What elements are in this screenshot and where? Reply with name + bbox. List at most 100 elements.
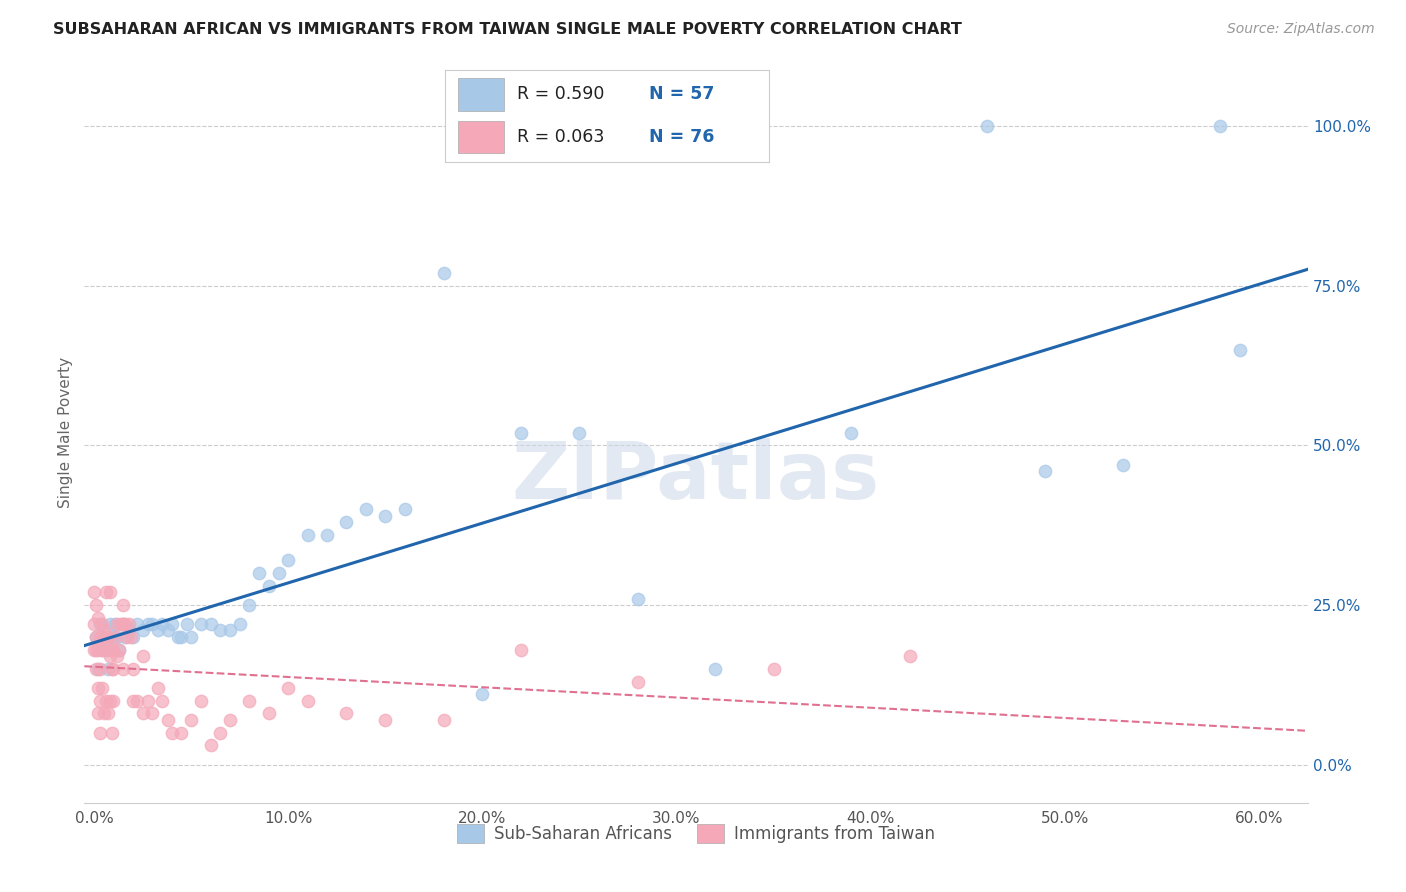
Point	[247, 566, 270, 580]
Point	[112, 617, 135, 632]
Point	[257, 706, 280, 721]
Point	[103, 642, 125, 657]
Point	[374, 713, 396, 727]
Point	[105, 630, 128, 644]
Text: Source: ZipAtlas.com: Source: ZipAtlas.com	[1227, 22, 1375, 37]
Point	[354, 502, 377, 516]
Point	[89, 662, 111, 676]
Text: SUBSAHARAN AFRICAN VS IMMIGRANTS FROM TAIWAN SINGLE MALE POVERTY CORRELATION CHA: SUBSAHARAN AFRICAN VS IMMIGRANTS FROM TA…	[53, 22, 962, 37]
Point	[83, 617, 105, 632]
Point	[97, 630, 120, 644]
Point	[277, 553, 299, 567]
Point	[510, 642, 533, 657]
Point	[89, 617, 111, 632]
Point	[87, 706, 110, 721]
Point	[160, 617, 183, 632]
Point	[297, 694, 319, 708]
Point	[122, 630, 145, 644]
Point	[150, 694, 173, 708]
Point	[146, 624, 169, 638]
Point	[976, 120, 998, 134]
Point	[138, 694, 160, 708]
Point	[627, 591, 650, 606]
Point	[138, 617, 160, 632]
Point	[103, 694, 125, 708]
Point	[141, 617, 163, 632]
Point	[166, 630, 188, 644]
Point	[87, 610, 110, 624]
Point	[267, 566, 290, 580]
Point	[131, 624, 153, 638]
Point	[87, 642, 110, 657]
Point	[93, 630, 115, 644]
Point	[156, 624, 179, 638]
Point	[114, 617, 136, 632]
Point	[98, 617, 121, 632]
Point	[108, 642, 131, 657]
Point	[118, 617, 141, 632]
Point	[100, 725, 122, 739]
Point	[209, 624, 232, 638]
Point	[219, 624, 242, 638]
Point	[105, 617, 128, 632]
Point	[90, 617, 112, 632]
Point	[1209, 120, 1232, 134]
Point	[200, 739, 222, 753]
Point	[83, 642, 105, 657]
Point	[94, 585, 117, 599]
Point	[170, 630, 193, 644]
Point	[84, 598, 107, 612]
Y-axis label: Single Male Poverty: Single Male Poverty	[58, 357, 73, 508]
Point	[94, 630, 117, 644]
Point	[105, 648, 128, 663]
Point	[104, 630, 127, 644]
Point	[394, 502, 416, 516]
Point	[257, 579, 280, 593]
Point	[156, 713, 179, 727]
Point	[180, 713, 202, 727]
Point	[228, 617, 250, 632]
Point	[94, 694, 117, 708]
Point	[122, 694, 145, 708]
Point	[93, 706, 115, 721]
Point	[110, 617, 132, 632]
Point	[115, 630, 138, 644]
Point	[432, 266, 454, 280]
Legend: Sub-Saharan Africans, Immigrants from Taiwan: Sub-Saharan Africans, Immigrants from Ta…	[451, 817, 941, 850]
Point	[87, 681, 110, 695]
Point	[150, 617, 173, 632]
Point	[103, 630, 125, 644]
Point	[103, 662, 125, 676]
Point	[374, 508, 396, 523]
Point	[839, 425, 862, 440]
Point	[131, 706, 153, 721]
Point	[160, 725, 183, 739]
Point	[89, 725, 111, 739]
Point	[84, 630, 107, 644]
Point	[704, 662, 727, 676]
Point	[112, 598, 135, 612]
Point	[112, 662, 135, 676]
Point	[1229, 343, 1251, 357]
Point	[84, 642, 107, 657]
Point	[90, 681, 112, 695]
Point	[90, 642, 112, 657]
Point	[176, 617, 198, 632]
Point	[219, 713, 242, 727]
Point	[141, 706, 163, 721]
Point	[170, 725, 193, 739]
Point	[97, 662, 120, 676]
Point	[510, 425, 533, 440]
Point	[89, 630, 111, 644]
Point	[238, 598, 260, 612]
Point	[1035, 464, 1057, 478]
Point	[762, 662, 785, 676]
Point	[94, 642, 117, 657]
Point	[100, 630, 122, 644]
Point	[100, 642, 122, 657]
Point	[87, 662, 110, 676]
Point	[146, 681, 169, 695]
Point	[93, 624, 115, 638]
Point	[209, 725, 232, 739]
Point	[277, 681, 299, 695]
